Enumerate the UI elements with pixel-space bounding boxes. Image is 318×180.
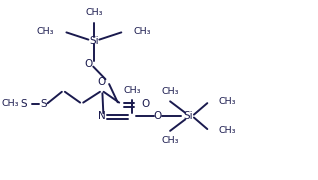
Text: CH₃: CH₃ <box>123 86 141 94</box>
Text: Si: Si <box>183 111 193 121</box>
Text: Si: Si <box>89 35 99 46</box>
Text: CH₃: CH₃ <box>161 87 179 96</box>
Text: S: S <box>40 99 47 109</box>
Text: N: N <box>98 111 105 121</box>
Text: O: O <box>154 111 162 121</box>
Text: CH₃: CH₃ <box>219 97 236 106</box>
Text: O: O <box>141 99 149 109</box>
Text: CH₃: CH₃ <box>1 99 18 108</box>
Text: CH₃: CH₃ <box>37 27 54 36</box>
Text: CH₃: CH₃ <box>134 27 151 36</box>
Text: O: O <box>97 77 106 87</box>
Text: CH₃: CH₃ <box>161 136 179 145</box>
Text: O: O <box>84 59 93 69</box>
Text: CH₃: CH₃ <box>219 126 236 135</box>
Text: CH₃: CH₃ <box>85 8 103 17</box>
Text: S: S <box>20 99 27 109</box>
